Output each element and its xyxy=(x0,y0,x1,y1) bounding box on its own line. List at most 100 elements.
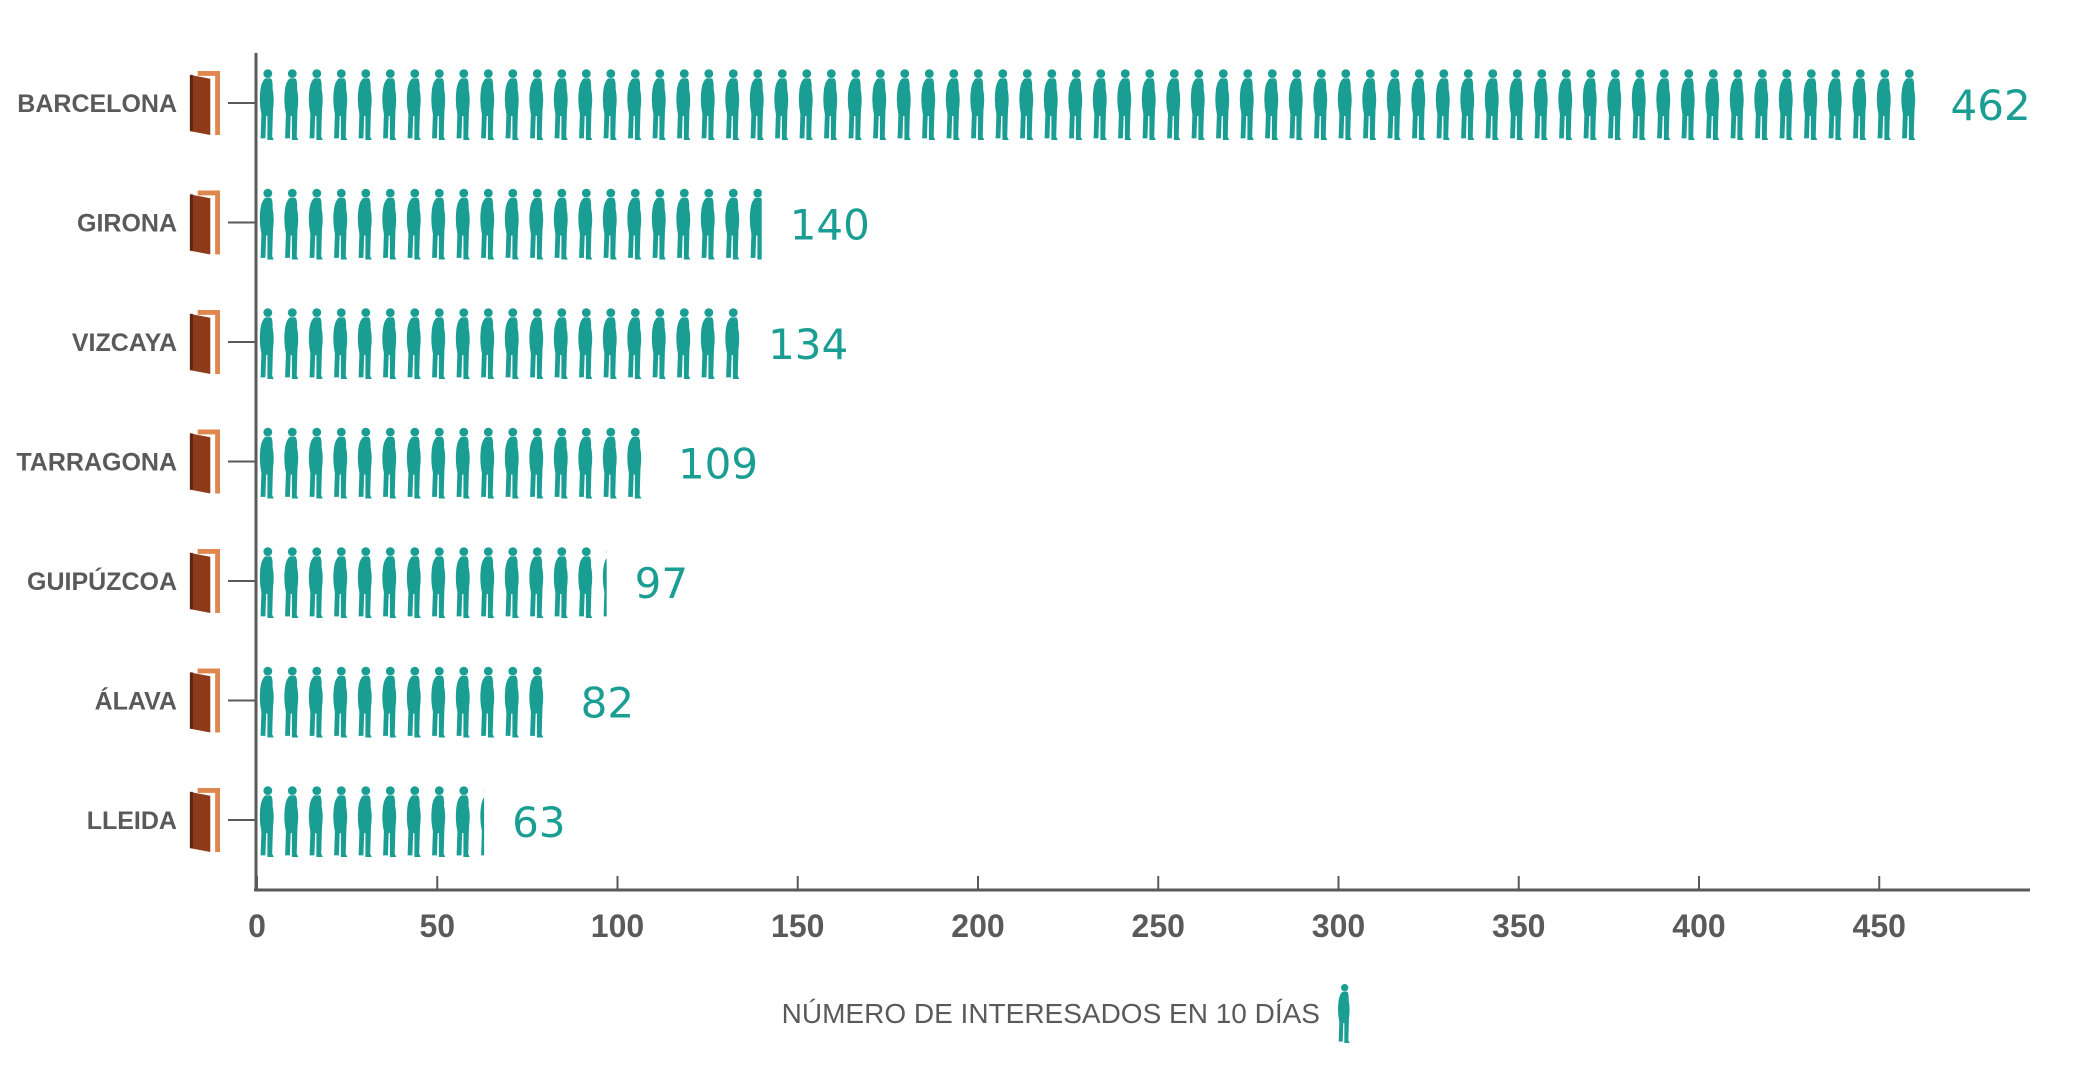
x-tick-label: 350 xyxy=(1492,908,1545,944)
person-icon xyxy=(357,547,372,618)
person-icon xyxy=(284,786,299,857)
category-labels: BARCELONA GIRONA VIZCAYA TARRAGONA GUIPÚZCOA… xyxy=(16,70,220,853)
person-icon xyxy=(1656,69,1671,140)
person-icon xyxy=(431,547,446,618)
person-icon xyxy=(480,69,495,140)
person-icon xyxy=(455,786,470,857)
person-icon xyxy=(504,666,519,738)
person-icon xyxy=(1338,984,1350,1043)
person-icon xyxy=(627,427,642,499)
x-tick-label: 450 xyxy=(1853,908,1906,944)
person-icon xyxy=(1926,69,1940,140)
door-icon xyxy=(189,70,220,136)
person-icon xyxy=(504,188,519,260)
person-icon xyxy=(308,308,323,379)
person-icon xyxy=(382,188,397,260)
person-icon xyxy=(480,188,495,260)
x-tick-label: 300 xyxy=(1312,908,1365,944)
person-icon xyxy=(700,308,715,379)
person-icon xyxy=(921,69,936,140)
person-icon xyxy=(1166,69,1181,140)
person-icon xyxy=(406,308,421,379)
person-icon xyxy=(578,547,593,618)
bar xyxy=(259,547,607,618)
category-ticks xyxy=(228,102,256,821)
person-icon xyxy=(578,308,593,379)
person-icon xyxy=(480,547,495,618)
bar xyxy=(259,188,788,260)
person-icon xyxy=(1533,69,1548,140)
person-icon xyxy=(333,69,348,140)
person-icon xyxy=(553,188,568,260)
person-icon xyxy=(847,69,862,140)
x-tick-label: 250 xyxy=(1132,908,1185,944)
person-icon xyxy=(504,427,519,499)
person-icon xyxy=(529,69,544,140)
person-icon xyxy=(553,427,568,499)
door-icon xyxy=(189,190,220,255)
person-icon xyxy=(455,666,470,738)
person-icon xyxy=(1362,69,1377,140)
person-icon xyxy=(333,666,348,738)
person-icon xyxy=(1607,69,1622,140)
person-icon xyxy=(627,188,642,260)
person-icon xyxy=(627,308,642,379)
person-icon xyxy=(529,188,544,260)
person-icon xyxy=(1705,69,1720,140)
x-tick-label: 100 xyxy=(591,908,644,944)
person-icon xyxy=(1754,69,1769,140)
person-icon xyxy=(382,308,397,379)
x-tick-label: 50 xyxy=(419,908,455,944)
person-icon xyxy=(333,427,348,499)
person-icon xyxy=(1484,69,1499,140)
person-icon xyxy=(406,547,421,618)
category-label: GIRONA xyxy=(77,210,177,238)
person-icon xyxy=(1411,69,1426,140)
person-icon xyxy=(259,188,274,260)
person-icon xyxy=(308,69,323,140)
person-icon xyxy=(259,547,274,618)
person-icon xyxy=(382,547,397,618)
person-icon xyxy=(357,786,372,857)
person-icon xyxy=(406,188,421,260)
person-icon xyxy=(308,547,323,618)
person-icon xyxy=(774,189,788,260)
person-icon xyxy=(308,427,323,499)
x-tick-label: 0 xyxy=(248,908,266,944)
person-icon xyxy=(1582,69,1597,140)
x-tick-label: 400 xyxy=(1672,908,1725,944)
value-label: 462 xyxy=(1951,81,2031,130)
person-icon xyxy=(700,69,715,140)
person-icon xyxy=(749,69,764,140)
door-icon xyxy=(189,787,220,853)
person-icon xyxy=(1239,69,1254,140)
person-icon xyxy=(1043,69,1058,140)
person-icon xyxy=(651,69,666,140)
person-icon xyxy=(1313,69,1328,140)
person-icon xyxy=(627,69,642,140)
person-icon xyxy=(259,427,274,499)
person-icon xyxy=(700,188,715,260)
person-icon xyxy=(455,188,470,260)
x-tick-label: 150 xyxy=(771,908,824,944)
category-label: VIZCAYA xyxy=(72,329,177,357)
person-icon xyxy=(578,69,593,140)
person-icon xyxy=(1019,69,1034,140)
person-icon xyxy=(1386,69,1401,140)
value-label: 140 xyxy=(790,201,870,250)
person-icon xyxy=(529,547,544,618)
person-icon xyxy=(750,308,764,379)
person-icon xyxy=(431,427,446,499)
person-icon xyxy=(1558,69,1573,140)
person-icon xyxy=(1631,69,1646,140)
person-icon xyxy=(1901,69,1916,140)
person-icon xyxy=(284,547,299,618)
person-icon xyxy=(1460,69,1475,140)
person-icon xyxy=(553,547,568,618)
person-icon xyxy=(553,308,568,379)
person-icon xyxy=(872,69,887,140)
person-icon xyxy=(1288,69,1303,140)
person-icon xyxy=(529,427,544,499)
person-icon xyxy=(382,427,397,499)
person-icon xyxy=(1778,69,1793,140)
